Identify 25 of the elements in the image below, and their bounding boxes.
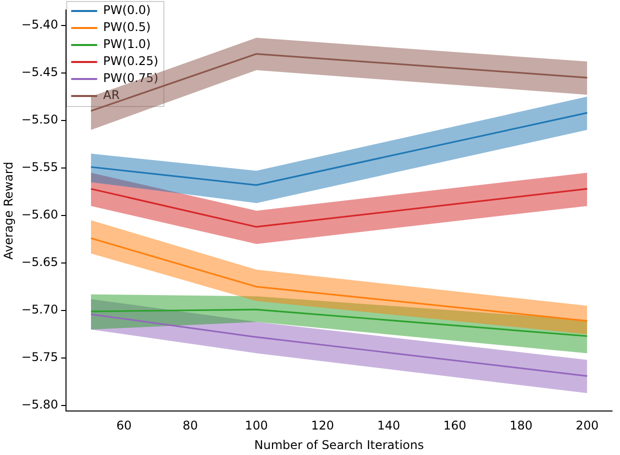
x-tick-label: 200 [576,418,599,433]
x-axis-title: Number of Search Iterations [254,438,424,452]
x-tick-label: 140 [377,418,400,433]
x-tick-label: 80 [182,418,198,433]
y-tick-label: −5.40 [21,18,58,32]
legend-label: PW(0.5) [103,20,151,34]
y-tick-label: −5.45 [21,65,58,80]
x-tick-label: 60 [116,418,132,433]
y-tick-label: −5.55 [21,160,58,174]
y-axis-title: Average Reward [1,162,16,260]
y-tick-label: −5.50 [21,112,58,127]
y-tick-label: −5.70 [21,302,58,317]
y-tick-label: −5.60 [21,208,58,222]
x-tick-label: 180 [510,418,532,433]
x-tick-label: 100 [244,418,268,433]
legend-label: PW(0.75) [103,71,158,86]
legend-label: PW(1.0) [103,37,151,52]
y-tick-label: −5.75 [21,350,58,364]
y-tick-label: −5.80 [21,398,58,412]
x-tick-label: 120 [311,418,334,433]
x-tick-label: 160 [443,418,466,433]
legend-label: AR [103,88,120,102]
legend-label: PW(0.0) [103,3,151,18]
y-tick-label: −5.65 [21,255,58,270]
legend-label: PW(0.25) [103,54,158,68]
